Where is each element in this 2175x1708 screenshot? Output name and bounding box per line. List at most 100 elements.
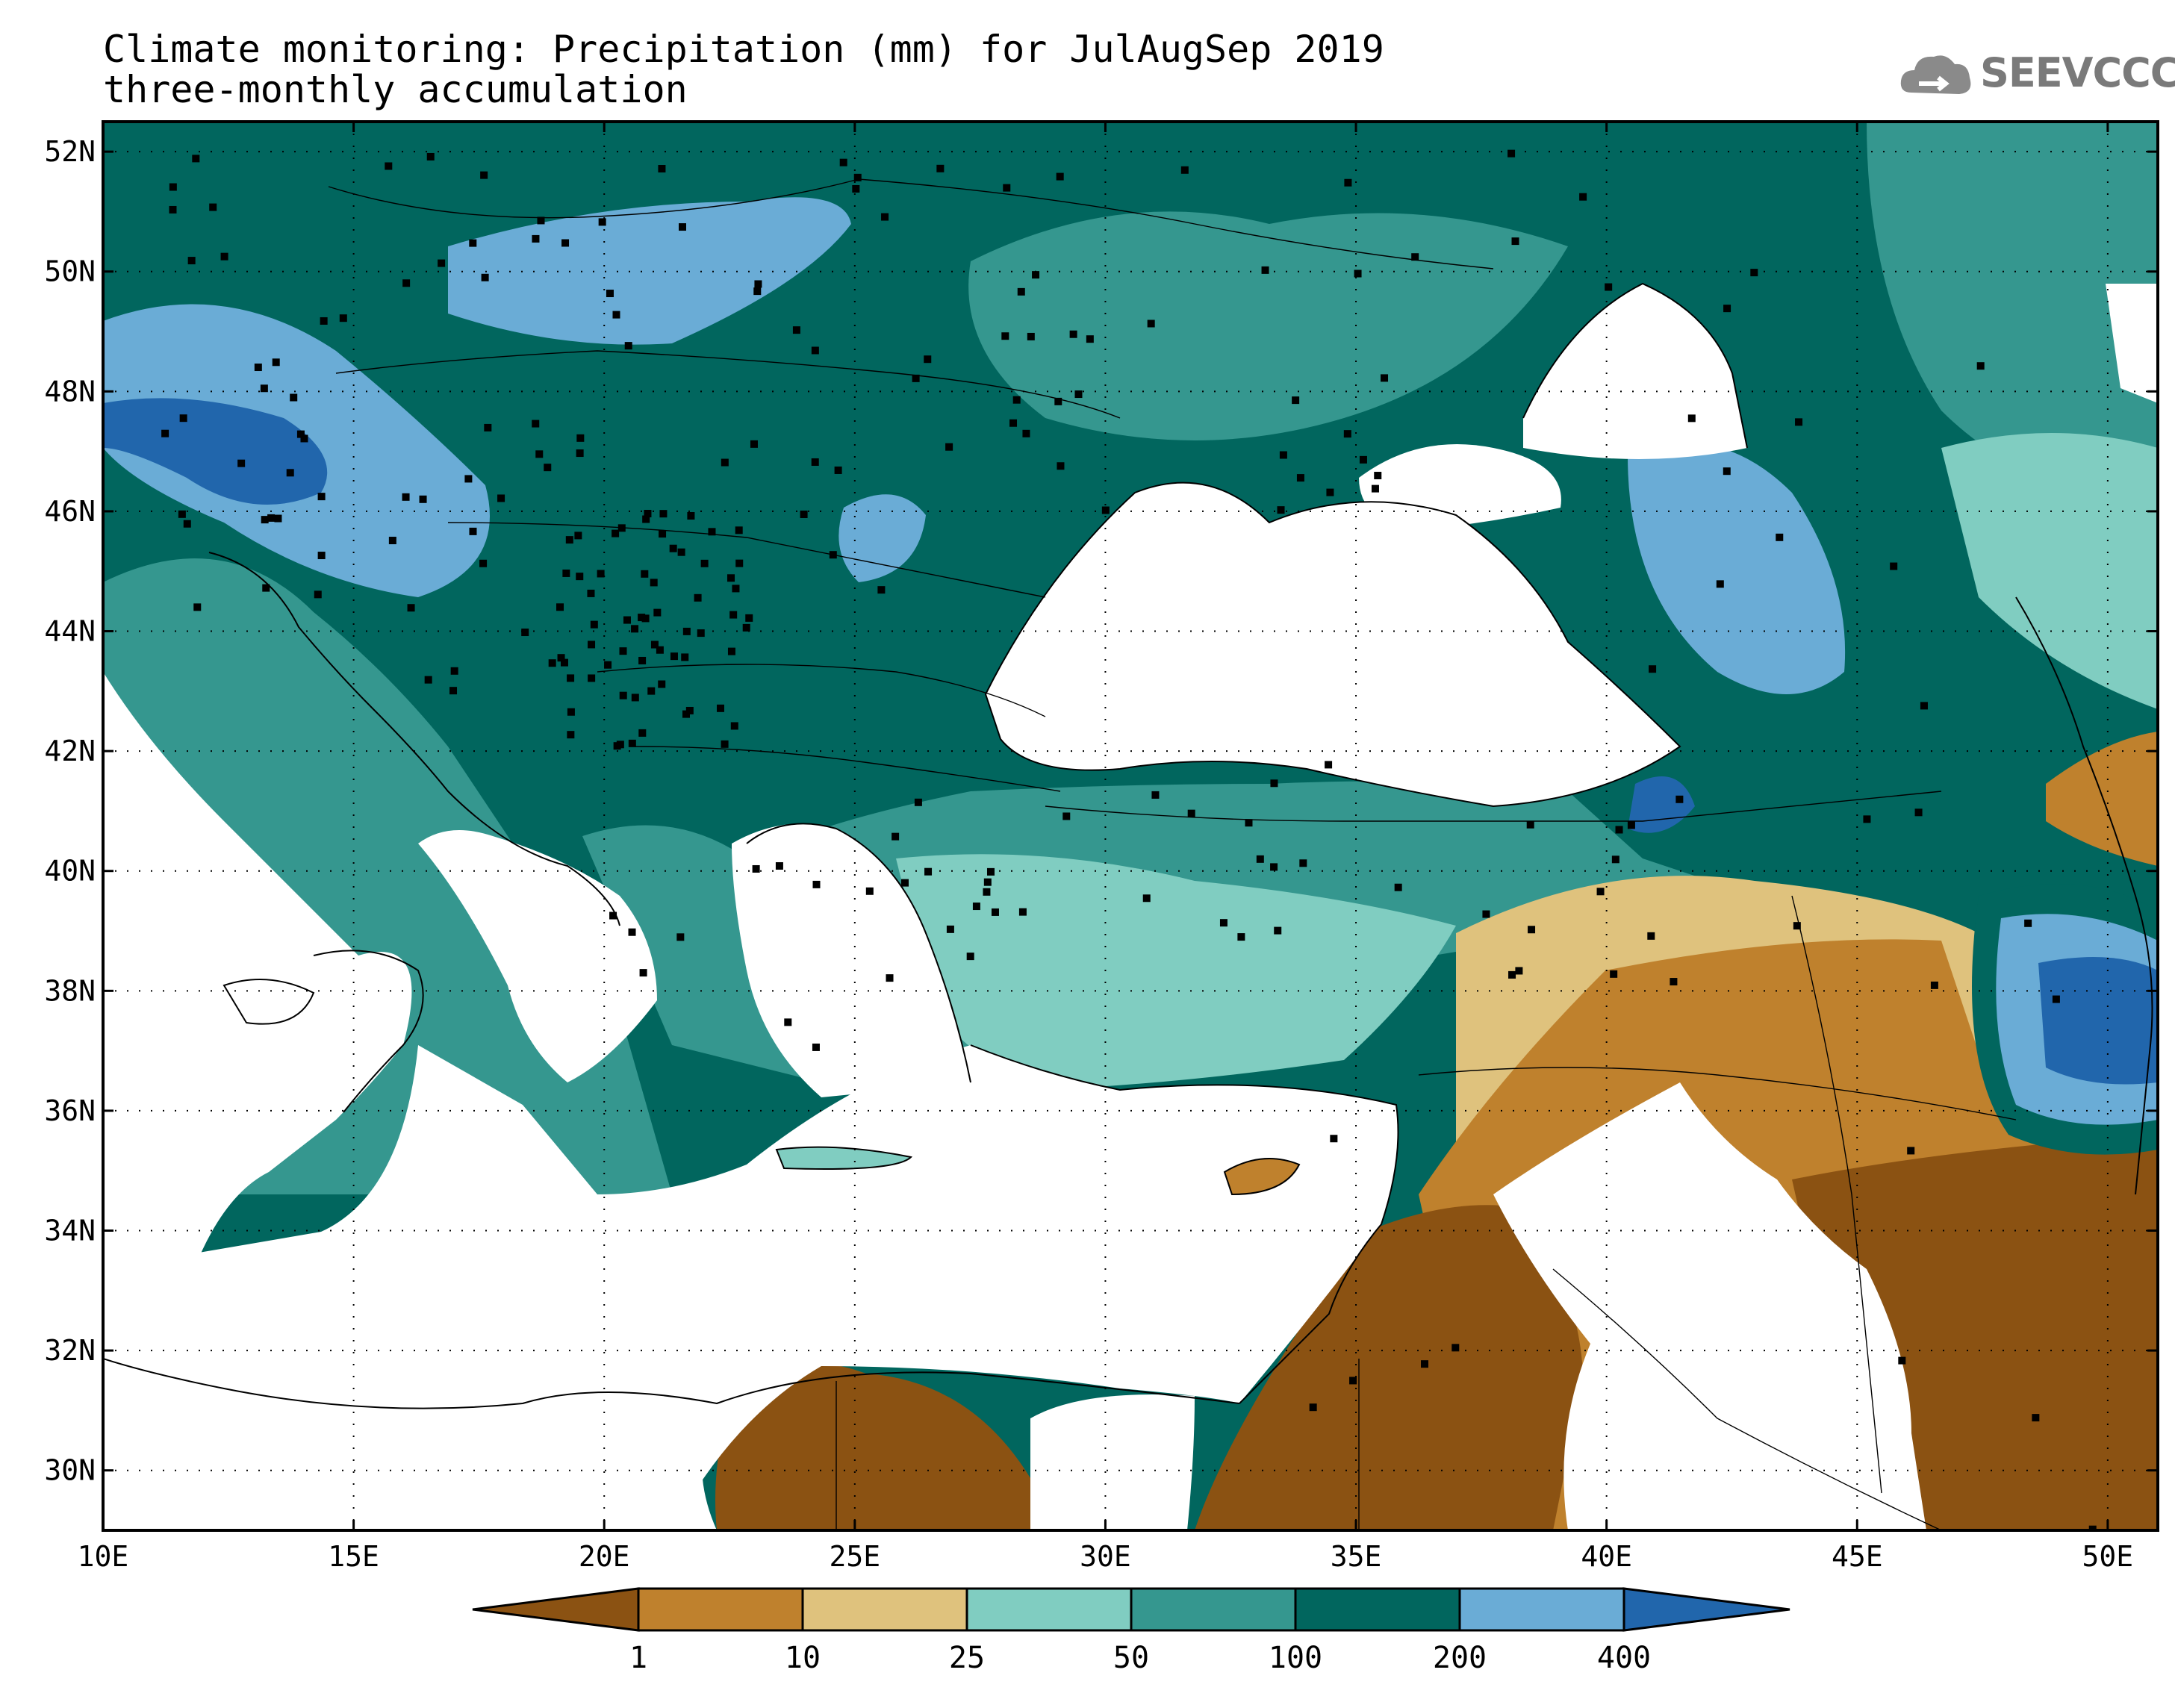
cloud-icon [1900,55,1971,94]
station-marker [479,559,488,567]
station-marker [966,953,974,961]
lat-tick-label: 38N [44,974,96,1007]
station-marker [1299,859,1307,867]
station-marker [561,239,570,247]
station-marker [1359,455,1367,464]
chart-title: Climate monitoring: Precipitation (mm) f… [103,28,1384,71]
colorbar-segment [637,1587,804,1632]
station-marker [1421,1360,1429,1368]
station-marker [565,536,573,544]
station-marker [616,741,624,749]
station-marker [469,527,477,535]
station-marker [2032,1414,2040,1422]
colorbar-label: 100 [1269,1641,1322,1675]
station-marker [1062,812,1071,820]
colorbar-label: 25 [949,1641,985,1675]
station-marker [385,162,393,170]
station-marker [972,903,980,911]
station-marker [877,586,886,594]
station-marker [193,603,202,611]
station-marker [576,449,584,458]
station-marker [991,908,999,916]
station-marker [1610,970,1618,978]
station-marker [653,608,662,617]
station-marker [1793,922,1801,930]
station-marker [2088,1525,2097,1530]
country-borders [328,178,2017,1530]
colorbar-segment [801,1587,968,1632]
colorbar-segment [1294,1587,1461,1632]
station-marker [812,1043,820,1051]
station-marker [449,687,458,695]
station-marker [1001,332,1009,340]
colorbar-segment [1458,1587,1625,1632]
station-marker [237,459,246,467]
station-marker [670,652,678,661]
station-marker [1930,981,1938,989]
precipitation-field [103,122,2158,1530]
lat-tick-label: 30N [44,1454,96,1487]
lat-tick-label: 50N [44,255,96,288]
station-marker [812,880,821,888]
station-marker [1482,910,1490,918]
station-marker [628,928,636,936]
station-marker [745,614,753,622]
station-marker [1863,815,1871,823]
station-marker [1649,665,1657,673]
station-marker [631,625,639,633]
station-marker [1750,269,1758,277]
station-marker [1022,429,1030,437]
station-marker [641,614,650,623]
station-marker [865,887,874,895]
latitude-axis: 52N 50N 48N 46N 44N 42N 40N 38N 36N 34N 32N 30N [44,135,2158,1487]
colorbar-segment [472,1587,640,1632]
station-marker [260,384,268,393]
station-marker [644,509,652,517]
station-marker [1270,779,1278,788]
station-marker [2024,919,2032,927]
station-marker [576,573,584,581]
station-marker [567,731,575,739]
station-marker [1027,332,1035,340]
colorbar-label: 200 [1433,1641,1487,1675]
colorbar-label: 400 [1597,1641,1651,1675]
lat-tick-label: 48N [44,375,96,408]
station-marker [1627,821,1635,829]
lat-tick-label: 52N [44,135,96,168]
lat-tick-label: 42N [44,735,96,767]
station-marker [1256,855,1264,863]
station-marker [548,659,556,667]
station-marker [642,515,650,523]
colorbar-segment [1130,1587,1297,1632]
station-marker [853,173,862,181]
station-marker [286,469,294,477]
station-marker [1344,178,1352,187]
station-marker [272,358,280,367]
station-marker [829,551,837,559]
station-marker [945,443,953,451]
colorbar-label: 1 [629,1641,647,1675]
lon-tick-label: 40E [1581,1540,1632,1573]
station-marker [750,440,758,448]
colorbar-legend: 1 10 25 50 100 200 400 [472,1587,1790,1675]
colorbar-segment [965,1587,1133,1632]
station-marker [388,537,396,545]
station-marker [775,861,783,870]
station-marker [1270,863,1278,871]
lat-tick-label: 40N [44,855,96,888]
lon-tick-label: 25E [830,1540,881,1573]
station-marker [1611,855,1619,864]
map-frame [102,120,2159,1532]
station-marker [521,629,529,637]
station-marker [721,458,729,467]
station-marker [784,1018,792,1026]
station-marker [628,739,636,747]
lon-tick-label: 50E [2082,1540,2134,1573]
station-marker [1615,826,1623,834]
station-marker [1907,1147,1915,1155]
station-marker [169,183,177,191]
station-marker [754,280,762,288]
lon-tick-label: 35E [1331,1540,1382,1573]
longitude-axis: 10E 15E 20E 25E 30E 35E 40E 45E 50E [78,122,2134,1573]
